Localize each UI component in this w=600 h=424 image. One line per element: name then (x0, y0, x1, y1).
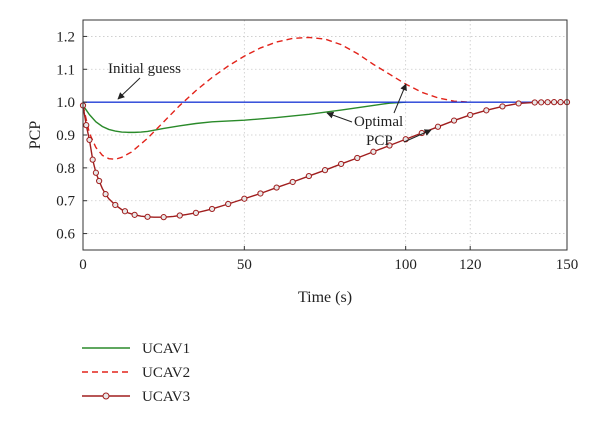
y-tick-label: 0.8 (56, 161, 75, 177)
y-tick-label: 0.7 (56, 194, 75, 210)
x-tick-label: 150 (556, 257, 579, 273)
annotation-optimal-line2: PCP (366, 133, 393, 149)
y-tick-label: 1.1 (56, 62, 75, 78)
x-tick-label: 0 (79, 257, 87, 273)
y-tick-label: 1.0 (56, 95, 75, 111)
series-marker-ucav3 (176, 212, 183, 219)
legend-label-ucav2: UCAV2 (142, 365, 190, 381)
series-marker-ucav3 (321, 167, 329, 174)
series-marker-ucav3 (96, 177, 103, 185)
annotation-optimal-line1: Optimal (354, 114, 403, 130)
series-marker-ucav3 (499, 103, 506, 110)
series-marker-ucav3 (225, 200, 232, 208)
series-line-ucav2 (82, 36, 471, 161)
grid (83, 20, 567, 250)
annotation-initial-guess-arrow (117, 77, 141, 100)
x-tick-label: 100 (394, 257, 417, 273)
series-marker-ucav3 (370, 148, 377, 155)
series-marker-ucav3 (289, 178, 296, 186)
series-marker-ucav3 (112, 201, 119, 209)
series-marker-ucav3 (557, 99, 564, 106)
legend-label-ucav3: UCAV3 (142, 389, 190, 405)
legend-marker-ucav3 (102, 392, 110, 400)
x-tick-label: 50 (237, 257, 252, 273)
series-marker-ucav3 (273, 184, 280, 191)
series-marker-ucav3 (89, 156, 96, 163)
y-tick-label: 0.9 (56, 128, 75, 144)
tick-labels: 0 50 100 120 150 0.6 0.7 0.8 0.9 1.0 1.1 1.2 (56, 29, 578, 273)
series-marker-ucav3 (192, 209, 200, 216)
annotations: Initial guess Optimal PCP (108, 61, 432, 149)
legend-label-ucav1: UCAV1 (142, 341, 190, 357)
series-marker-ucav3 (92, 169, 100, 176)
series-marker-ucav3 (338, 160, 345, 168)
series-marker-ucav3 (241, 195, 248, 202)
series-marker-ucav3 (538, 99, 545, 106)
series-marker-ucav3 (531, 99, 538, 106)
series-marker-ucav3 (102, 191, 109, 198)
annotation-optimal-arrow-ucav3 (403, 129, 432, 143)
series-marker-ucav3 (450, 117, 458, 124)
series-marker-ucav3 (483, 107, 490, 114)
series-line-ucav1 (82, 101, 406, 134)
series-marker-ucav3 (305, 172, 312, 180)
y-tick-label: 0.6 (56, 227, 75, 243)
series-marker-ucav3 (144, 213, 151, 220)
series-marker-ucav3 (121, 208, 129, 215)
series-marker-ucav3 (467, 111, 474, 119)
series-marker-ucav3 (86, 136, 93, 144)
x-axis-label: Time (s) (298, 289, 352, 306)
series-marker-ucav3 (354, 154, 361, 162)
series-marker-ucav3 (515, 100, 522, 107)
annotation-optimal-arrow-ucav2 (393, 83, 407, 114)
annotation-optimal-arrow-ucav1 (326, 111, 353, 123)
series-marker-ucav3 (160, 214, 167, 221)
series-marker-ucav3 (257, 190, 264, 197)
series-marker-ucav3 (208, 205, 216, 213)
legend: UCAV1 UCAV2 UCAV3 (82, 341, 190, 405)
series-marker-ucav3 (131, 211, 138, 218)
annotation-initial-guess: Initial guess (108, 61, 181, 77)
series-marker-ucav3 (544, 99, 551, 106)
x-tick-label: 120 (459, 257, 482, 273)
series-marker-ucav3 (550, 99, 558, 106)
series-marker-ucav3 (386, 142, 393, 149)
series-marker-ucav3 (83, 122, 90, 129)
y-axis-label: PCP (27, 121, 44, 150)
y-tick-label: 1.2 (56, 29, 75, 45)
series-marker-ucav3 (434, 123, 442, 130)
series-line-ucav3 (82, 101, 567, 218)
